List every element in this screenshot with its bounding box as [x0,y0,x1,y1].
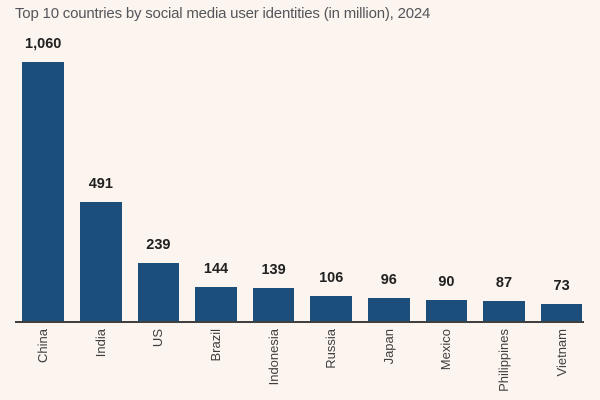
category-label-russia: Russia [323,329,339,369]
value-label-mexico: 90 [438,274,455,290]
bar-mexico [425,300,468,322]
category-label-brazil: Brazil [208,329,223,362]
value-label-vietnam: 73 [553,278,570,294]
chart-title: Top 10 countries by social media user id… [15,5,431,22]
category-label-japan: Japan [380,329,396,365]
category-label-us: US [150,329,166,348]
value-label-brazil: 144 [203,261,229,277]
category-label-china: China [35,329,51,363]
value-label-japan: 96 [380,272,397,288]
value-label-china: 1,060 [25,36,62,52]
value-label-russia: 106 [319,270,344,286]
category-label-vietnam: Vietnam [553,329,569,377]
bar-brazil [195,287,237,322]
bar-us [137,263,180,322]
category-label-philippines: Philippines [496,329,511,392]
value-label-philippines: 87 [495,275,513,291]
bar-russia [310,296,352,322]
category-label-mexico: Mexico [438,329,454,371]
value-label-india: 491 [88,176,113,192]
bar-japan [368,298,410,322]
value-label-indonesia: 139 [261,262,286,278]
category-label-india: India [92,329,108,358]
bar-china [22,62,64,322]
bar-india [80,202,122,322]
bar-vietnam [540,304,583,322]
x-axis-line [15,321,584,323]
category-label-indonesia: Indonesia [265,329,281,386]
value-label-us: 239 [146,237,171,253]
bar-indonesia [252,288,295,322]
bar-philippines [483,301,525,322]
